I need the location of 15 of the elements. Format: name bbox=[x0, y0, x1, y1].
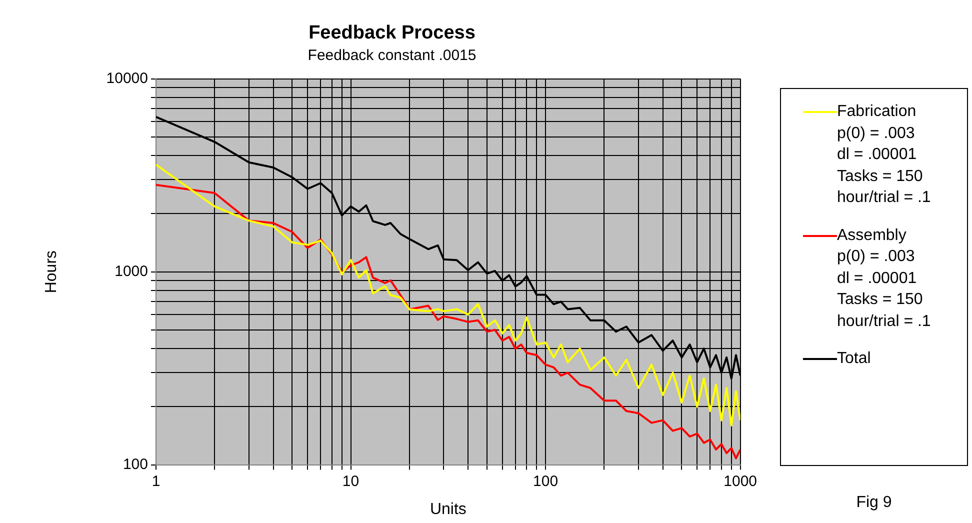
x-axis-title: Units bbox=[430, 500, 466, 518]
caption: Fig 9 bbox=[855, 494, 893, 512]
x-tick-label: 10 bbox=[342, 472, 360, 490]
x-tick-label: 1000 bbox=[724, 472, 758, 490]
legend-label: Assembly p(0) = .003 dl = .00001 Tasks = 150 hour/trial = .1 bbox=[837, 226, 931, 332]
chart-subtitle: Feedback constant .0015 bbox=[308, 46, 476, 64]
x-tick-label: 1 bbox=[152, 472, 160, 490]
y-axis-title: Hours bbox=[43, 250, 60, 294]
y-tick-label: 10000 bbox=[106, 70, 148, 87]
y-tick-label: 1000 bbox=[114, 262, 148, 280]
chart-title: Feedback Process bbox=[308, 22, 476, 44]
legend-label: Fabrication p(0) = .003 dl = .00001 Tasks = 150 hour/trial = .1 bbox=[837, 102, 931, 208]
legend-label: Total bbox=[837, 349, 871, 369]
y-tick-label: 100 bbox=[122, 456, 148, 473]
x-tick-label: 100 bbox=[533, 472, 558, 490]
